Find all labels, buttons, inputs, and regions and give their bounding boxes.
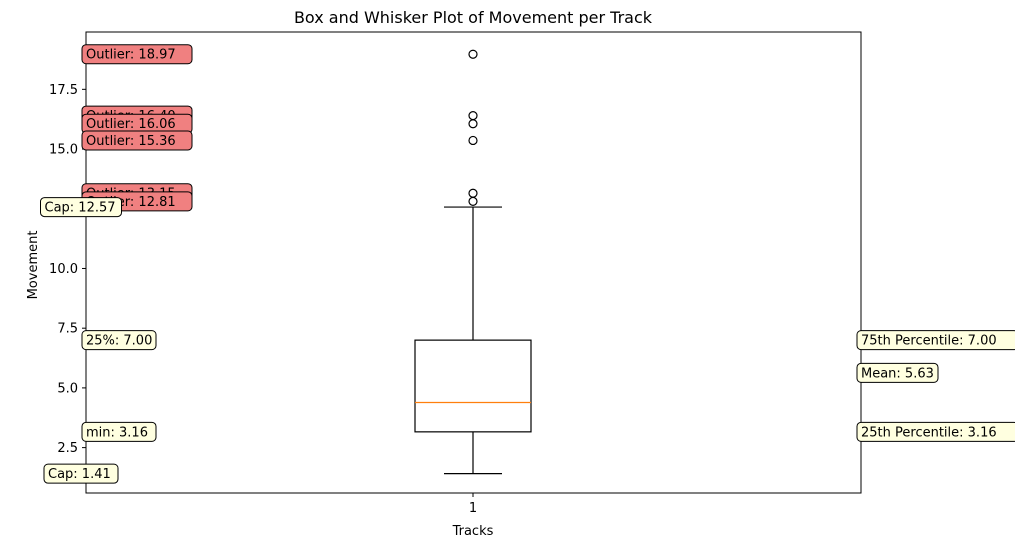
outlier-annotation: Outlier: 15.36 — [81, 130, 193, 151]
y-tick-label: 17.5 — [49, 83, 78, 98]
annotation-box — [43, 463, 119, 484]
x-tick-label: 1 — [469, 501, 477, 516]
outlier-point — [468, 135, 478, 146]
iqr-box — [414, 339, 532, 433]
cap-annotation: Cap: 1.41 — [43, 463, 119, 484]
plot-area: 2.55.07.510.012.515.017.51 — [49, 31, 862, 516]
y-tick-label: 5.0 — [57, 381, 78, 396]
outlier-point — [468, 119, 478, 129]
y-tick-label: 10.0 — [49, 262, 78, 277]
annotation-text: 75th Percentile: 7.00 — [861, 334, 997, 349]
annotation-box — [81, 330, 157, 351]
annotation-text: Cap: 12.57 — [45, 201, 116, 216]
annotation-text: 25th Percentile: 3.16 — [861, 425, 997, 440]
annotation-box — [81, 44, 193, 65]
chart-title: Box and Whisker Plot of Movement per Tra… — [294, 8, 653, 27]
annotation-box — [856, 362, 939, 383]
cap-annotation: Cap: 12.57 — [40, 197, 122, 218]
annotation-box — [81, 130, 193, 151]
outlier-annotation: Outlier: 16.06 — [81, 113, 193, 134]
y-tick-label: 15.0 — [49, 143, 78, 158]
stat-annotation: Mean: 5.63 — [856, 362, 939, 383]
y-tick-label: 2.5 — [57, 441, 78, 456]
x-axis-label: Tracks — [452, 524, 494, 539]
annotation-text: Cap: 1.41 — [48, 467, 111, 482]
stat-annotation: 25th Percentile: 3.16 — [856, 421, 1015, 442]
annotation-text: Outlier: 16.06 — [86, 117, 176, 132]
outlier-point — [468, 49, 478, 59]
outlier-point — [468, 196, 478, 206]
annotation-box — [856, 330, 1015, 351]
stat-annotation: min: 3.16 — [81, 421, 157, 442]
annotation-box — [40, 197, 122, 218]
annotation-box — [81, 421, 157, 442]
outlier-annotation: Outlier: 18.97 — [81, 44, 193, 65]
y-tick-label: 7.5 — [57, 322, 78, 337]
y-axis-label: Movement — [26, 231, 41, 300]
annotation-text: Outlier: 15.36 — [86, 134, 176, 149]
annotation-text: min: 3.16 — [86, 425, 148, 440]
annotation-box — [856, 421, 1015, 442]
outlier-point — [468, 188, 478, 198]
outlier-point — [468, 111, 478, 121]
annotation-text: 25%: 7.00 — [86, 334, 152, 349]
stat-annotation: 75th Percentile: 7.00 — [856, 330, 1015, 351]
stat-annotation: 25%: 7.00 — [81, 330, 157, 351]
annotation-text: Mean: 5.63 — [861, 366, 934, 381]
annotation-text: Outlier: 18.97 — [86, 48, 176, 63]
